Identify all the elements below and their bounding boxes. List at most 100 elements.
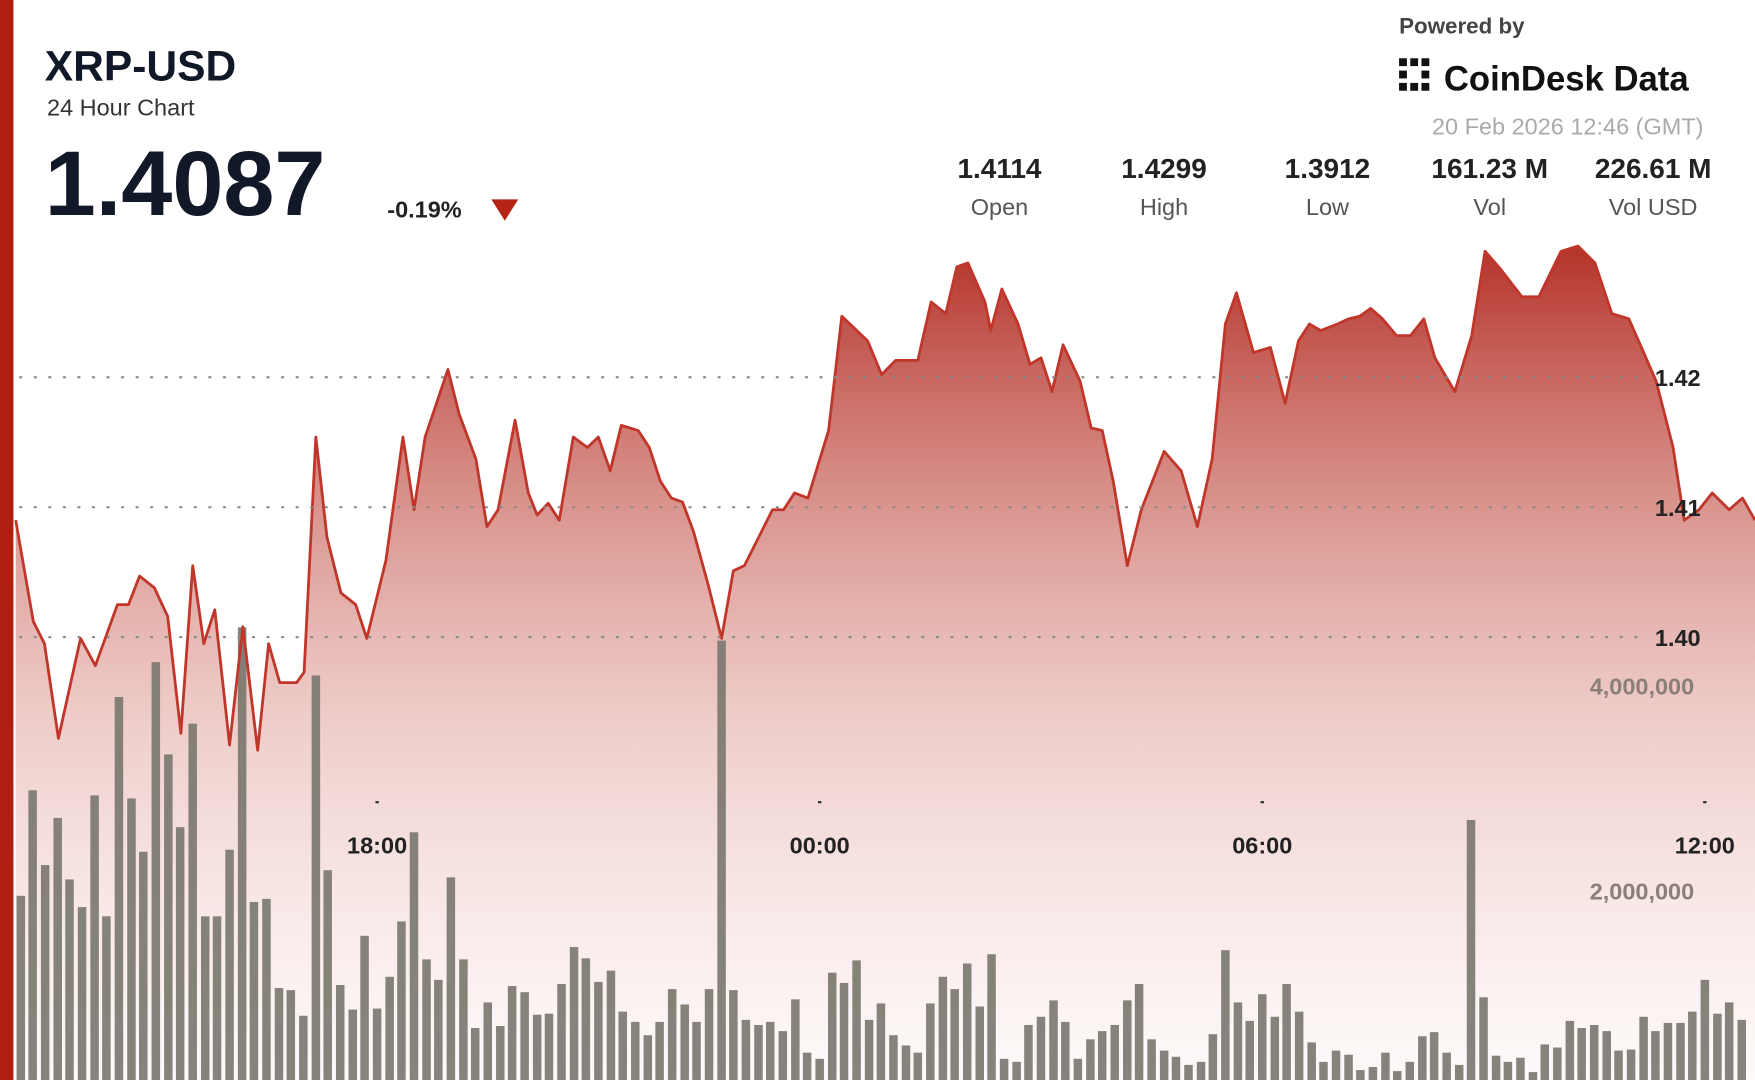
volume-bar [127,798,136,1080]
volume-bar [335,984,345,1080]
volume-bar [1454,1064,1464,1080]
volume-bar [643,1035,653,1080]
volume-bar [470,1028,480,1080]
volume-bar [1503,1061,1513,1080]
volume-bar [802,1052,812,1080]
volume-bar [28,790,37,1080]
volume-bar [225,849,234,1080]
volume-bar [1171,1056,1181,1080]
stat-label: Vol USD [1609,194,1698,220]
x-tick-label: 06:00 [1232,833,1292,859]
volume-bar [1528,1072,1538,1080]
volume-bar [323,870,332,1080]
volume-bar [40,865,50,1080]
volume-bar [200,916,210,1080]
volume-bar [864,1019,874,1080]
volume-bar [704,989,714,1080]
volume-bar [569,947,579,1080]
volume-bar [422,959,431,1080]
volume-bar [1270,1016,1280,1080]
volume-bar [1123,1000,1132,1080]
volume-bar [1356,1070,1365,1080]
volume-bar [1233,1002,1243,1080]
price-line [14,244,1755,752]
volume-bar [1159,1050,1169,1080]
chart-title: XRP-USD [45,43,236,91]
volume-bar [754,1024,763,1080]
volume-bar [975,1006,985,1080]
volume-bar [299,1015,308,1080]
volume-bar [65,879,74,1080]
stat-label: High [1140,194,1188,220]
volume-bar [77,907,87,1080]
volume-bar [151,662,161,1080]
volume-bar [1418,1036,1427,1080]
volume-bar [1307,1042,1316,1080]
volume-bar [1344,1054,1353,1080]
volume-bar [1700,979,1710,1080]
x-tick-label: 18:00 [347,833,407,859]
volume-bar [1491,1055,1501,1080]
volume-bar [1012,1061,1021,1080]
x-tick-label: 12:00 [1675,833,1735,859]
volume-bar [926,1003,935,1080]
y-tick-label: 1.42 [1655,365,1701,391]
volume-bar [1479,997,1488,1080]
volume-bar [1245,1020,1254,1080]
volume-bar [16,895,26,1080]
volume-bar [1713,1013,1722,1080]
volume-bar [1393,1071,1402,1080]
volume-bar [1024,1024,1033,1080]
volume-bar [1429,1032,1439,1080]
volume-bar [655,1021,664,1080]
volume-bar [618,1011,627,1080]
volume-bar [667,989,677,1080]
powered-by: Powered by [1399,14,1525,39]
volume-bar [839,982,849,1080]
volume-bar [1639,1016,1648,1080]
volume-bar [1208,1034,1218,1080]
volume-bar [1626,1049,1636,1080]
volume-bar [729,990,738,1080]
volume-bar [938,976,948,1080]
stat-label: Open [971,194,1028,220]
volume-bar [606,970,616,1080]
volume-bar [507,986,517,1080]
volume-bar [483,1002,493,1080]
volume-bar [286,990,296,1080]
stat-value: 1.3912 [1285,153,1371,184]
volume-bar [1676,1022,1685,1080]
volume-bar [1073,1058,1083,1080]
price-change: -0.19% [387,196,462,222]
volume-bar [1442,1052,1451,1080]
volume-bar [53,817,62,1080]
current-price: 1.4087 [45,133,326,235]
volume-bar [1466,819,1476,1080]
volume-bar [1368,1066,1378,1080]
volume-bar [1553,1047,1562,1080]
accent-bar [0,0,14,1080]
volume-bar [876,1003,886,1080]
stat-value: 226.61 M [1595,153,1712,184]
volume-bar [274,988,284,1080]
volume-bar [1110,1024,1119,1080]
volume-bar [164,754,173,1080]
volume-bar [520,992,529,1080]
volume-bar [557,983,566,1080]
volume-bar [631,1021,640,1080]
volume-bar [1061,1021,1070,1080]
volume-bar [1516,1057,1525,1080]
volume-bar [901,1045,911,1080]
down-arrow [491,199,519,221]
volume-bar [1196,1061,1206,1080]
volume-bar [372,1008,382,1080]
volume-bar [1663,1022,1673,1080]
volume-bar [1405,1061,1415,1080]
volume-bar [692,1021,701,1080]
volume-bar [889,1035,898,1080]
brand-logo [1399,58,1430,91]
volume-bar [1147,1039,1156,1080]
volume-bar [434,979,443,1080]
volume-bar [496,1025,505,1080]
